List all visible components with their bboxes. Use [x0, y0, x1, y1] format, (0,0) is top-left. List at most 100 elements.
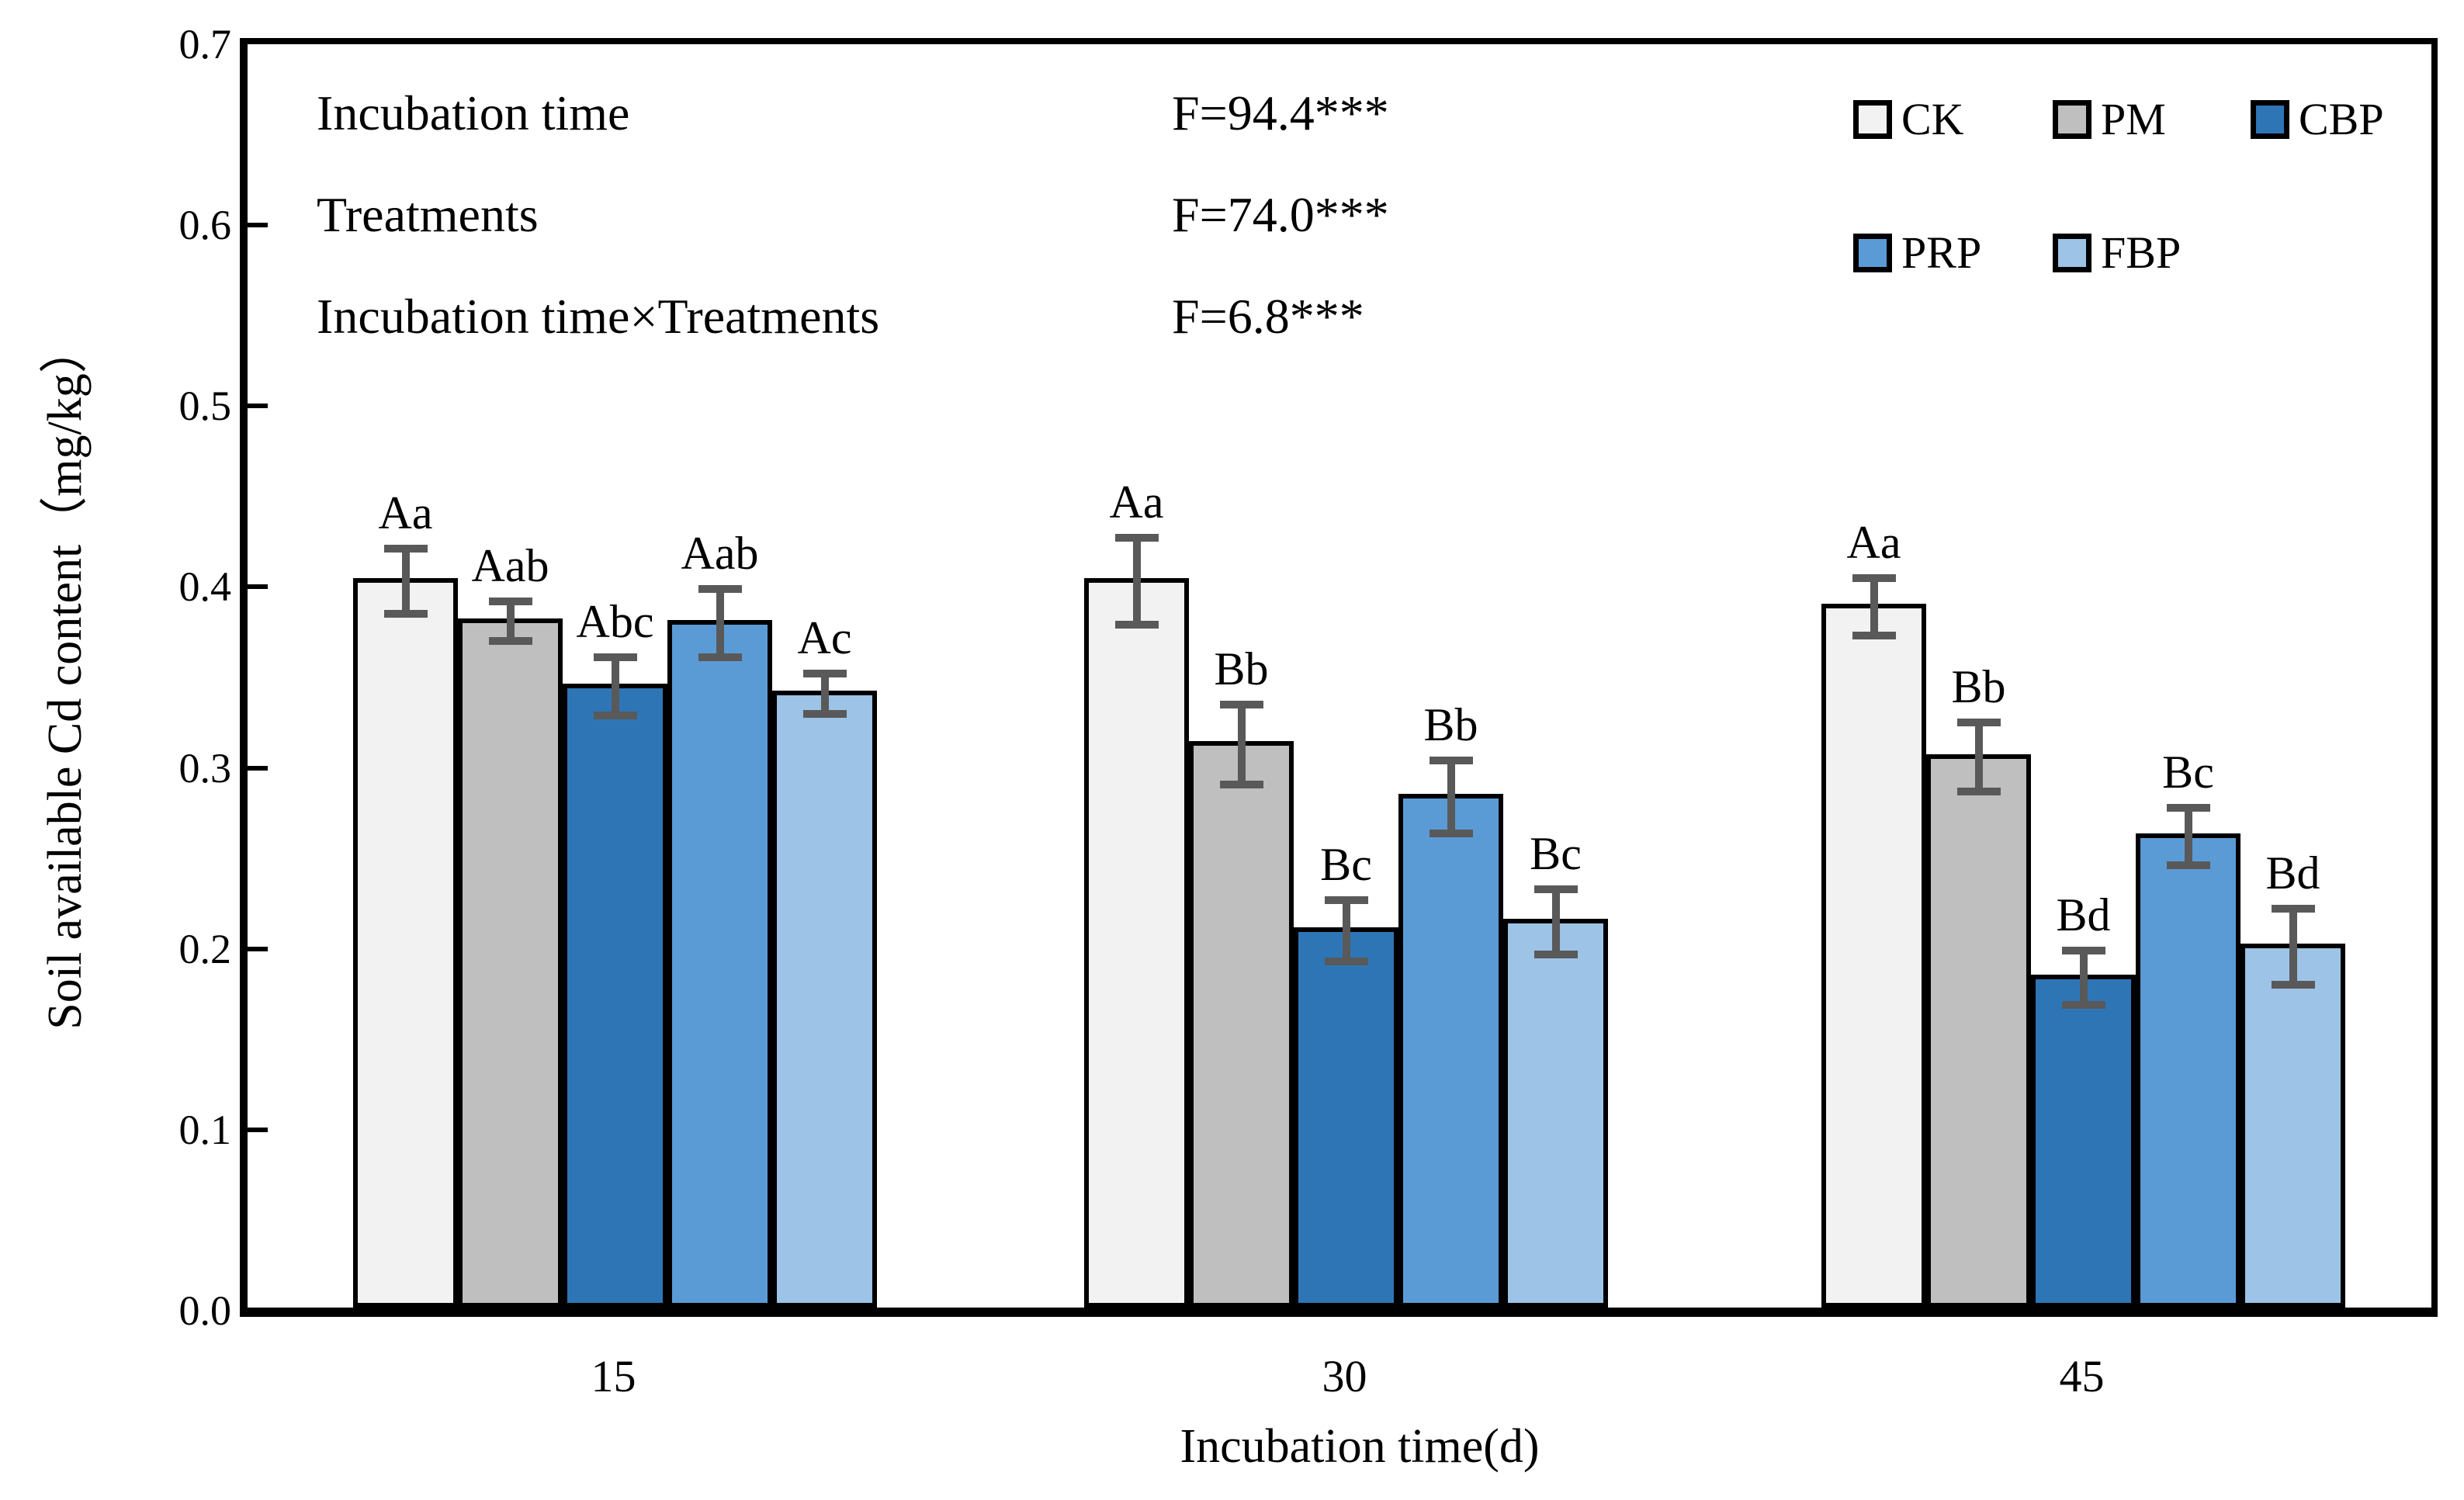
legend-swatch-icon [2053, 234, 2091, 272]
error-bar-cap-top [802, 670, 847, 678]
legend-item-prp: PRP [1853, 225, 1981, 281]
bar-cbp-15 [563, 683, 667, 1308]
legend-label: FBP [2101, 227, 2182, 278]
plot-area: Aa Aa Aa Aab Bb Bb Abc Bc Bd Aab Bb Bc Ac Bc Bd [240, 38, 2438, 1317]
bar-pm-15 [458, 618, 563, 1308]
error-bar-stem [1237, 704, 1246, 785]
legend-item-cbp: CBP [2251, 92, 2384, 147]
error-bar-cap-bottom [1956, 787, 2001, 795]
legend-item-fbp: FBP [2053, 225, 2181, 281]
anova-factor-label: Incubation time×Treatments [317, 289, 880, 344]
y-axis-tick [248, 1127, 268, 1132]
y-tick-label: 0.7 [178, 21, 232, 68]
error-bar-cap-bottom [488, 637, 532, 646]
error-bar-cap-top [1324, 895, 1368, 904]
legend-label: PM [2101, 94, 2166, 144]
y-tick-label: 0.2 [178, 925, 232, 972]
legend-swatch-icon [2251, 100, 2289, 139]
error-bar-stem [1447, 760, 1455, 833]
significance-label: Bc [2162, 746, 2214, 798]
legend-item-ck: CK [1853, 92, 1964, 147]
error-bar-cap-bottom [1219, 780, 1263, 788]
legend-label: CK [1901, 94, 1964, 144]
error-bar-cap-top [2166, 803, 2210, 812]
y-tick-label: 0.4 [178, 563, 232, 611]
error-bar-cap-top [1219, 700, 1263, 708]
anova-factor-label: Incubation time [317, 85, 630, 140]
error-bar-stem [2184, 807, 2192, 866]
bar-fbp-30 [1503, 918, 1608, 1308]
error-bar-cap-top [1956, 719, 2001, 727]
bar-cbp-30 [1294, 927, 1398, 1308]
error-bar-cap-top [2271, 905, 2315, 913]
bar-ck-15 [353, 578, 458, 1308]
error-bar-stem [1974, 722, 1983, 792]
error-bar-cap-bottom [802, 709, 847, 718]
error-bar-stem [820, 674, 829, 714]
bar-ck-30 [1084, 578, 1189, 1308]
x-axis-title: Incubation time(d) [1180, 1420, 1540, 1473]
y-axis-tick [248, 946, 268, 951]
anova-f-value: F=74.0*** [1172, 187, 1389, 242]
significance-label: Aa [378, 487, 433, 539]
x-tick-label: 45 [2059, 1351, 2105, 1401]
significance-label: Aa [1846, 516, 1901, 568]
bar-prp-45 [2136, 833, 2240, 1308]
error-bar-stem [1551, 889, 1560, 954]
error-bar-cap-bottom [1534, 950, 1578, 958]
error-bar-cap-bottom [698, 653, 742, 662]
error-bar-cap-top [1852, 573, 1896, 582]
bar-cbp-45 [2031, 975, 2136, 1308]
error-bar-cap-bottom [593, 711, 637, 719]
anova-f-value: F=94.4*** [1172, 85, 1389, 140]
bar-prp-30 [1398, 793, 1503, 1308]
y-axis-tick [248, 584, 268, 590]
y-tick-label: 0.5 [178, 383, 232, 430]
significance-label: Aab [681, 527, 759, 579]
error-bar-cap-bottom [1324, 958, 1368, 966]
significance-label: Ac [797, 612, 852, 664]
error-bar-cap-bottom [1852, 632, 1896, 640]
error-bar-stem [611, 657, 619, 715]
legend-item-pm: PM [2053, 92, 2166, 147]
significance-label: Bd [2056, 889, 2111, 941]
anova-f-value: F=6.8*** [1172, 289, 1364, 344]
significance-label: Bc [1530, 827, 1582, 879]
error-bar-cap-top [1534, 885, 1578, 893]
significance-label: Bb [1951, 661, 2006, 713]
x-tick-label: 30 [1322, 1351, 1367, 1401]
y-axis-tick [248, 223, 268, 228]
error-bar-cap-bottom [1429, 829, 1473, 837]
error-bar-cap-bottom [1114, 621, 1159, 629]
error-bar-stem [1132, 538, 1141, 625]
error-bar-cap-bottom [383, 610, 428, 618]
error-bar-cap-top [1429, 757, 1473, 765]
error-bar-cap-top [593, 653, 637, 662]
error-bar-stem [1342, 899, 1350, 962]
legend-swatch-icon [2053, 100, 2091, 139]
error-bar-stem [506, 601, 515, 642]
y-tick-label: 0.6 [178, 202, 232, 249]
error-bar-stem [2079, 951, 2088, 1005]
legend-swatch-icon [1853, 100, 1892, 139]
bar-fbp-45 [2240, 944, 2345, 1308]
significance-label: Abc [576, 596, 654, 648]
significance-label: Aa [1109, 476, 1164, 528]
y-tick-label: 0.1 [178, 1106, 232, 1153]
significance-label: Bb [1214, 643, 1269, 695]
error-bar-cap-top [1114, 534, 1159, 542]
bar-fbp-15 [772, 690, 877, 1308]
error-bar-cap-bottom [2061, 1000, 2105, 1009]
significance-label: Bd [2265, 847, 2320, 899]
significance-label: Bb [1423, 699, 1478, 751]
significance-label: Bc [1320, 838, 1372, 890]
bar-prp-15 [667, 620, 772, 1308]
y-tick-label: 0.0 [178, 1287, 232, 1334]
error-bar-stem [401, 549, 410, 615]
anova-factor-label: Treatments [317, 187, 539, 242]
bar-ck-45 [1821, 604, 1926, 1308]
legend-label: CBP [2299, 94, 2384, 144]
legend-swatch-icon [1853, 234, 1892, 272]
error-bar-cap-top [488, 598, 532, 606]
